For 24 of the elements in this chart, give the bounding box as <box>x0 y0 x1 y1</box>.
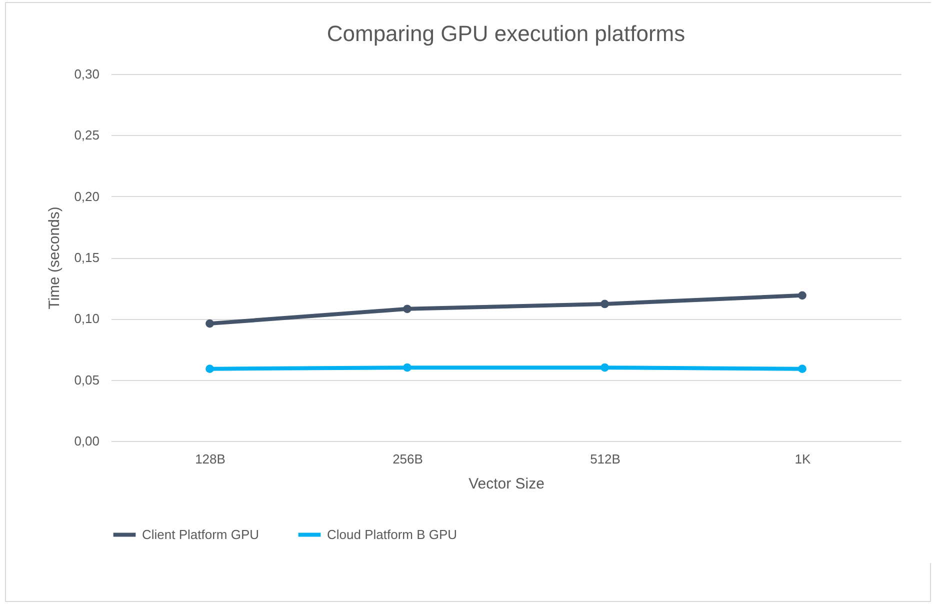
legend-label: Cloud Platform B GPU <box>327 526 458 542</box>
y-axis-title: Time (seconds) <box>46 206 64 310</box>
y-tick-label: 0,00 <box>74 434 100 448</box>
chart-title: Comparing GPU execution platforms <box>326 21 686 46</box>
y-tick-label: 0,25 <box>74 128 100 143</box>
x-tick-label: 128B <box>195 452 226 466</box>
y-tick-label: 0,15 <box>74 250 100 265</box>
y-tick-label: 0,05 <box>74 372 100 388</box>
point <box>403 304 412 314</box>
y-tick-label: 0,10 <box>74 311 100 326</box>
point <box>206 364 214 373</box>
point <box>600 300 609 308</box>
point <box>798 364 806 373</box>
x-tick-label: 1K <box>794 452 812 466</box>
x-axis-title: Vector Size <box>468 476 544 492</box>
point <box>403 363 412 372</box>
y-tick-label: 0,30 <box>74 66 100 82</box>
x-tick-label: 256B <box>392 452 423 466</box>
point <box>600 363 609 372</box>
x-tick-label: 512B <box>590 452 620 466</box>
legend-label: Client Platform GPU <box>142 526 260 542</box>
point <box>206 319 214 328</box>
y-tick-label: 0,20 <box>74 188 100 204</box>
point <box>798 291 806 300</box>
